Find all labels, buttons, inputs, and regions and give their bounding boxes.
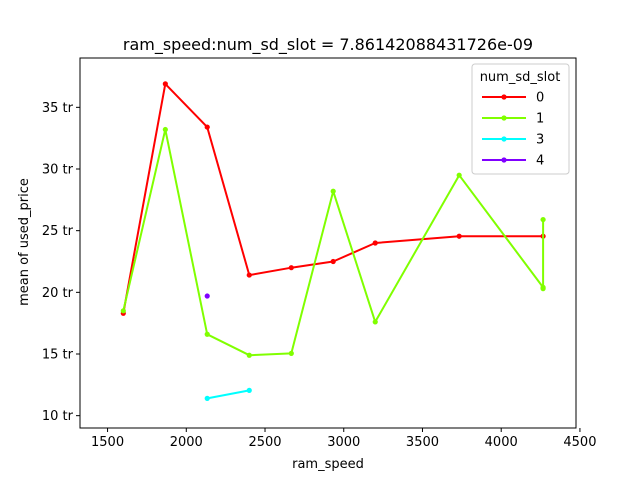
legend-entry-0: 0 bbox=[482, 91, 544, 106]
legend-label: 3 bbox=[536, 133, 544, 148]
data-point bbox=[204, 331, 210, 337]
data-point bbox=[540, 216, 546, 223]
chart-title: ram_speed:num_sd_slot = 7.86142088431726… bbox=[123, 35, 533, 55]
plot-frame bbox=[79, 57, 577, 429]
legend-swatch-marker bbox=[501, 94, 507, 100]
data-point bbox=[288, 350, 294, 356]
legend-title: num_sd_slot bbox=[480, 70, 561, 85]
y-tick-label: 25 tr bbox=[42, 224, 74, 239]
legend-label: 0 bbox=[536, 91, 544, 106]
series-1 bbox=[120, 126, 546, 358]
x-axis-label: ram_speed bbox=[292, 457, 364, 472]
legend-entries: 0 1 3 4 bbox=[482, 91, 544, 169]
y-tick-label: 20 tr bbox=[42, 286, 74, 301]
data-point bbox=[246, 387, 252, 393]
y-tick-label: 10 tr bbox=[42, 409, 74, 424]
legend-swatch-marker bbox=[501, 157, 507, 163]
y-tick-label: 15 tr bbox=[42, 348, 74, 363]
data-point bbox=[120, 308, 126, 314]
series-layer bbox=[120, 81, 546, 401]
data-point bbox=[330, 258, 336, 265]
y-axis: 10 tr 15 tr 20 tr 25 tr 30 tr 35 tr bbox=[42, 101, 80, 424]
series-line bbox=[207, 389, 250, 400]
legend-swatch-marker bbox=[501, 115, 507, 121]
x-axis: 1500 2000 2500 3000 3500 4000 4500 bbox=[91, 428, 596, 450]
series-3 bbox=[204, 387, 252, 401]
x-tick-label: 2000 bbox=[170, 435, 203, 450]
data-point bbox=[246, 272, 252, 278]
data-point bbox=[372, 319, 378, 325]
series-4 bbox=[204, 293, 210, 299]
y-tick-label: 30 tr bbox=[42, 163, 74, 178]
x-tick-label: 2500 bbox=[248, 435, 281, 450]
legend-label: 4 bbox=[536, 154, 544, 169]
legend-label: 1 bbox=[536, 112, 544, 127]
data-point bbox=[456, 172, 462, 178]
legend-entry-4: 4 bbox=[482, 154, 544, 169]
data-point bbox=[162, 126, 168, 133]
x-tick-label: 4500 bbox=[563, 435, 596, 450]
data-point bbox=[288, 265, 294, 271]
y-axis-label: mean of used_price bbox=[17, 178, 32, 306]
legend-entry-3: 3 bbox=[482, 133, 544, 148]
x-tick-label: 1500 bbox=[91, 435, 124, 450]
data-point bbox=[246, 352, 252, 358]
y-tick-label: 35 tr bbox=[42, 101, 74, 116]
x-tick-label: 4000 bbox=[485, 435, 518, 450]
data-point bbox=[372, 240, 378, 246]
data-point bbox=[204, 124, 210, 130]
data-point bbox=[204, 293, 210, 299]
data-point bbox=[204, 395, 210, 401]
data-point bbox=[540, 286, 546, 292]
legend-swatch-marker bbox=[501, 136, 507, 142]
data-point bbox=[456, 233, 462, 239]
x-tick-label: 3500 bbox=[406, 435, 439, 450]
legend: num_sd_slot 0 1 3 4 bbox=[471, 63, 570, 175]
plot-area bbox=[79, 57, 577, 429]
legend-entry-1: 1 bbox=[482, 112, 544, 127]
data-point bbox=[330, 188, 336, 194]
data-point bbox=[162, 81, 168, 87]
x-tick-label: 3000 bbox=[327, 435, 360, 450]
